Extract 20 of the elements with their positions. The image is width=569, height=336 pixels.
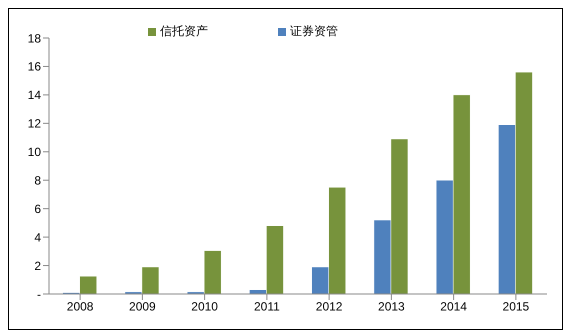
y-tick-label: 4 <box>34 230 42 244</box>
legend-label: 证券资管 <box>290 24 338 38</box>
x-tick-label: 2012 <box>316 300 343 314</box>
y-tick-label: 6 <box>34 202 42 216</box>
x-tick-label: 2009 <box>129 300 156 314</box>
x-tick-label: 2011 <box>254 300 280 314</box>
x-tick-label: 2014 <box>440 300 468 314</box>
y-tick-label: 8 <box>34 173 42 188</box>
x-tick-label: 2013 <box>378 300 406 314</box>
y-tick-label: - <box>37 287 41 302</box>
legend-label: 信托资产 <box>160 24 208 38</box>
x-tick-label: 2008 <box>66 300 94 314</box>
y-tick-label: 2 <box>34 258 42 273</box>
y-tick-label: 18 <box>28 31 42 46</box>
y-tick-label: 14 <box>28 88 42 102</box>
x-tick-label: 2015 <box>502 300 530 314</box>
y-tick-label: 16 <box>28 60 42 74</box>
y-tick-label: 10 <box>28 145 42 160</box>
x-tick-label: 2010 <box>191 300 218 314</box>
y-tick-label: 12 <box>28 116 42 131</box>
